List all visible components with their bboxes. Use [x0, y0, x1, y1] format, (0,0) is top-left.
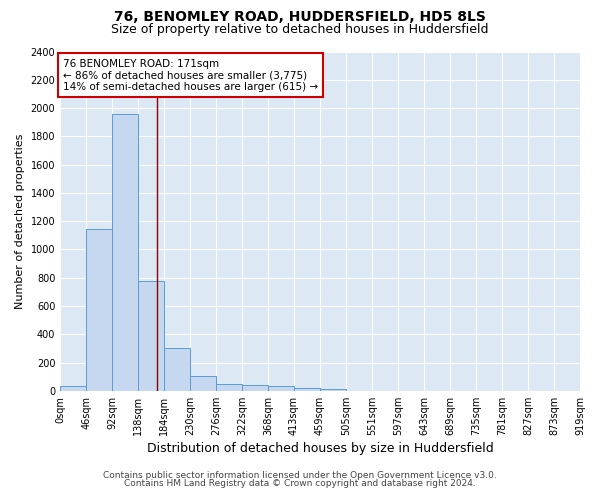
Text: Contains HM Land Registry data © Crown copyright and database right 2024.: Contains HM Land Registry data © Crown c…	[124, 478, 476, 488]
Bar	[61, 386, 86, 391]
Text: Contains public sector information licensed under the Open Government Licence v3: Contains public sector information licen…	[103, 471, 497, 480]
Bar	[268, 386, 293, 391]
Bar	[86, 229, 112, 391]
X-axis label: Distribution of detached houses by size in Huddersfield: Distribution of detached houses by size …	[147, 442, 493, 455]
Text: 76 BENOMLEY ROAD: 171sqm
← 86% of detached houses are smaller (3,775)
14% of sem: 76 BENOMLEY ROAD: 171sqm ← 86% of detach…	[63, 58, 318, 92]
Y-axis label: Number of detached properties: Number of detached properties	[15, 134, 25, 309]
Text: 76, BENOMLEY ROAD, HUDDERSFIELD, HD5 8LS: 76, BENOMLEY ROAD, HUDDERSFIELD, HD5 8LS	[114, 10, 486, 24]
Bar	[164, 348, 190, 391]
Bar	[112, 114, 138, 391]
Bar	[320, 388, 346, 391]
Text: Size of property relative to detached houses in Huddersfield: Size of property relative to detached ho…	[111, 22, 489, 36]
Bar	[190, 376, 216, 391]
Bar	[294, 388, 320, 391]
Bar	[139, 280, 164, 391]
Bar	[217, 384, 242, 391]
Bar	[242, 385, 268, 391]
